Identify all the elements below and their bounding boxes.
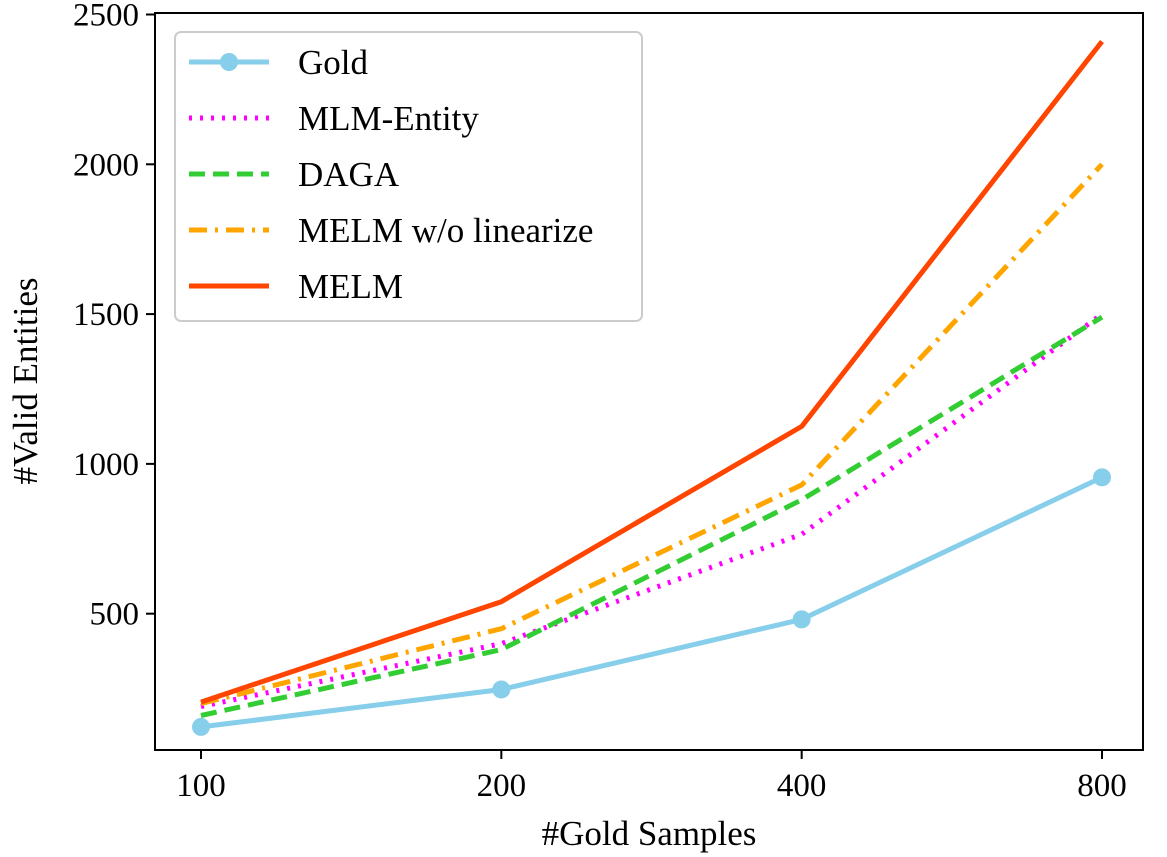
x-tick-label: 800 [1077,768,1127,804]
y-tick-label: 500 [90,597,140,633]
legend-label-daga: DAGA [298,155,400,194]
series-line-melm [200,39,1104,705]
series-line-melm-w-o-linearize [200,162,1104,707]
y-tick-label: 2500 [73,0,139,33]
series-line-daga [200,314,1104,718]
legend: Gold MLM-Entity DAGA MELM w/o linearize MELM [174,31,643,322]
series-line-mlm-entity [200,312,1104,710]
data-point-gold [792,610,811,629]
series-line-gold [200,475,1104,730]
x-tick-label: 100 [176,768,226,804]
plot-frame [154,12,1144,751]
data-point-gold [1093,468,1111,487]
legend-box [174,31,643,322]
plot-lines [192,39,1111,736]
legend-label-melm: MELM [298,267,403,306]
x-tick-label: 200 [477,768,527,804]
y-tick-label: 1000 [73,447,139,483]
x-tick-label: 400 [777,768,827,804]
data-point-gold [192,717,210,736]
y-axis-title: #Valid Entities [6,277,45,484]
legend-label-mlm-entity: MLM-Entity [298,99,479,138]
legend-label-gold: Gold [298,43,369,82]
x-axis-title: #Gold Samples [542,814,757,853]
y-axis: 500 1000 1500 2000 2500 [73,0,155,633]
x-axis: 100 200 400 800 [176,750,1127,804]
legend-marker-gold [220,53,238,71]
legend-label-melm-w-o-linearize: MELM w/o linearize [298,211,593,250]
y-tick-label: 2000 [73,147,139,183]
y-tick-label: 1500 [73,297,139,333]
data-point-gold [492,680,511,699]
